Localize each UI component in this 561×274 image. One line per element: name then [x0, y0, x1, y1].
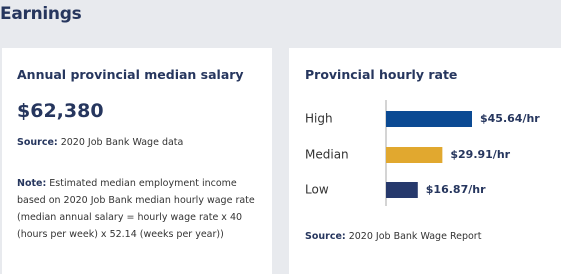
- bar: [386, 111, 472, 127]
- note: Note: Estimated median employment income …: [17, 175, 257, 243]
- note-text: Estimated median employment income based…: [17, 178, 255, 240]
- category-label: Median: [305, 148, 349, 162]
- salary-card: Annual provincial median salary $62,380 …: [2, 48, 272, 274]
- source: Source: 2020 Job Bank Wage Report: [305, 228, 481, 245]
- category-label: High: [305, 112, 333, 126]
- note-label: Note:: [17, 178, 47, 189]
- value-label: $29.91/hr: [450, 148, 510, 161]
- value-label: $16.87/hr: [426, 183, 486, 196]
- section-title: Earnings: [0, 4, 82, 24]
- card-title: Provincial hourly rate: [305, 67, 458, 82]
- source-label: Source:: [17, 137, 58, 148]
- bar: [386, 147, 443, 163]
- salary-amount: $62,380: [17, 100, 104, 122]
- chart: High $45.64/hr Median $29.91/hr Low $16.87/hr: [305, 100, 540, 206]
- category-label: Low: [305, 183, 329, 197]
- source-label: Source:: [305, 231, 346, 242]
- bar: [386, 182, 418, 198]
- card-title: Annual provincial median salary: [17, 67, 244, 82]
- value-label: $45.64/hr: [480, 112, 540, 125]
- source-text: 2020 Job Bank Wage data: [60, 137, 184, 148]
- source: Source: 2020 Job Bank Wage data: [17, 134, 183, 151]
- source-text: 2020 Job Bank Wage Report: [348, 231, 482, 242]
- hourly-card: Provincial hourly rate High $45.64/hr Medi…: [289, 48, 561, 274]
